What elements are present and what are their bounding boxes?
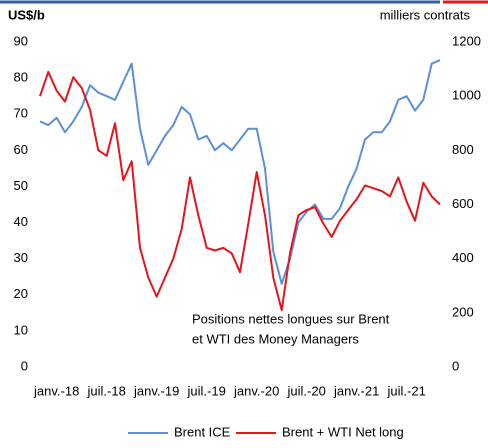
series-line [39,70,441,312]
annotation: Positions nettes longues sur Brent [192,311,390,326]
y-axis-label: US$/b [8,7,45,22]
legend-label: Brent + WTI Net long [282,424,404,439]
y2-tick-label: 200 [452,304,474,319]
x-tick-label: janv.-20 [233,383,279,398]
x-tick-label: juil.-21 [387,383,426,398]
y-tick-label: 60 [14,142,28,157]
x-tick-label: juil.-18 [87,383,126,398]
y2-tick-label: 0 [452,358,459,373]
y-tick-label: 90 [14,33,28,48]
x-tick-label: juil.-19 [187,383,226,398]
y2-tick-label: 1000 [452,88,481,103]
legend-label: Brent ICE [174,424,231,439]
y2-tick-label: 400 [452,250,474,265]
y-tick-label: 20 [14,286,28,301]
y2-axis-label: milliers contrats [380,7,471,22]
x-tick-label: janv.-21 [333,383,379,398]
y2-tick-label: 800 [452,142,474,157]
x-tick-label: juil.-20 [287,383,326,398]
y2-tick-label: 600 [452,196,474,211]
y-tick-label: 10 [14,322,28,337]
annotation: et WTI des Money Managers [192,331,359,346]
x-tick-label: janv.-19 [133,383,179,398]
y-tick-label: 30 [14,250,28,265]
y-tick-label: 40 [14,214,28,229]
y-tick-label: 70 [14,106,28,121]
y-tick-label: 0 [21,358,28,373]
y-tick-label: 80 [14,70,28,85]
y-tick-label: 50 [14,178,28,193]
series-line [39,59,441,285]
x-tick-label: janv.-18 [33,383,79,398]
y2-tick-label: 1200 [452,33,481,48]
